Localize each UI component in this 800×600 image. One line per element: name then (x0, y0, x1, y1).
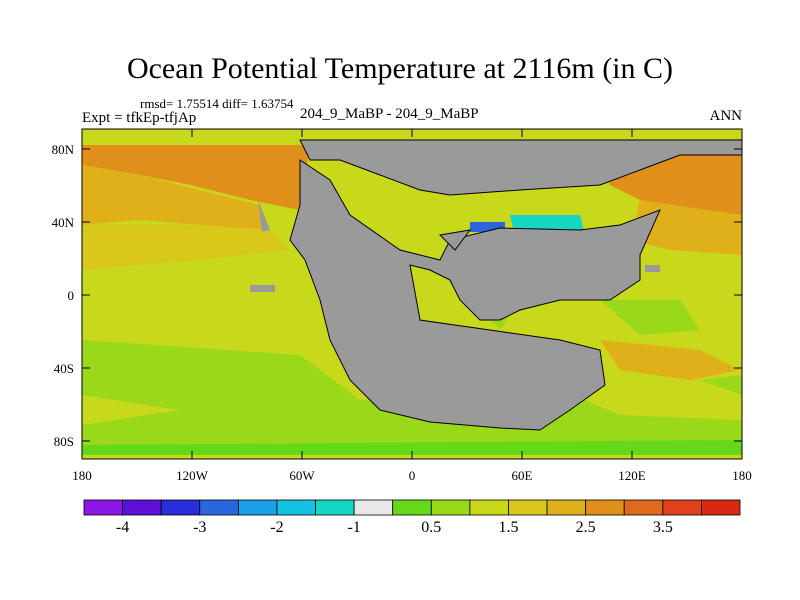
y-tick-label: 80S (54, 434, 74, 449)
colorbar-label: 1.5 (498, 519, 518, 536)
experiment-label: Expt = tfkEp-tfjAp (82, 110, 197, 126)
colorbar-swatch (585, 499, 625, 516)
y-axis: 80N 40N 0 40S 80S (52, 142, 742, 449)
y-tick-label: 0 (68, 288, 75, 303)
colorbar-swatch (160, 499, 201, 516)
period-label: 204_9_MaBP - 204_9_MaBP (300, 106, 479, 122)
x-tick-label: 60E (512, 468, 533, 483)
colorbar-labels: -4 -3 -2 -1 0.5 1.5 2.5 3.5 (116, 519, 673, 536)
colorbar-swatch (276, 499, 316, 516)
colorbar-swatch (199, 499, 239, 516)
x-tick-label: 60W (289, 468, 315, 483)
indian-ocean-warm-patch (600, 340, 740, 380)
tethys-east-green (600, 300, 700, 335)
y-tick-label: 40S (54, 361, 74, 376)
subtropical-band (82, 225, 290, 270)
colorbar-label: -4 (116, 519, 129, 536)
southern-ocean-cool-band (82, 340, 742, 455)
colorbar-label: -2 (270, 519, 283, 536)
colorbar-swatch (469, 499, 509, 516)
colorbar (83, 499, 741, 516)
colorbar-label: -1 (347, 519, 360, 536)
x-tick-label: 180 (72, 468, 92, 483)
colorbar-swatch (237, 499, 278, 516)
small-island (438, 229, 472, 251)
colorbar-swatch (701, 499, 741, 516)
north-pacific-orange-region (82, 165, 270, 230)
colorbar-label: 0.5 (421, 519, 441, 536)
island-pacific (250, 285, 275, 292)
colorbar-label: 2.5 (576, 519, 596, 536)
colorbar-swatch (623, 499, 664, 516)
y-tick-label: 80N (52, 142, 75, 157)
x-tick-label: 180 (732, 468, 752, 483)
y-tick-label: 40N (52, 215, 75, 230)
x-tick-label: 0 (409, 468, 416, 483)
stats-line: rmsd= 1.75514 diff= 1.63754 (140, 96, 294, 111)
island-east (645, 265, 660, 272)
map-title: Ocean Potential Temperature at 2116m (in… (126, 52, 674, 85)
x-axis: 180 120W 60W 0 60E 120E 180 (72, 129, 752, 483)
colorbar-swatch (122, 499, 162, 516)
colorbar-swatch (83, 499, 123, 516)
colorbar-swatch (662, 499, 702, 516)
north-pacific-warm-region (82, 145, 310, 210)
colorbar-label: -3 (193, 519, 206, 536)
colorbar-swatch (508, 499, 548, 516)
colorbar-swatch (353, 499, 394, 516)
south-pacific-patch (82, 395, 180, 425)
x-tick-label: 120W (176, 468, 209, 483)
colorbar-swatch (546, 499, 587, 516)
season-label: ANN (709, 108, 743, 124)
x-tick-label: 120E (618, 468, 646, 483)
indian-ocean-patch (560, 380, 742, 420)
colorbar-swatch (392, 499, 432, 516)
colorbar-swatch (315, 499, 355, 516)
antarctic-margin-band (82, 440, 742, 455)
island-west (258, 200, 270, 232)
colorbar-label: 3.5 (653, 519, 673, 536)
colorbar-swatch (430, 499, 471, 516)
